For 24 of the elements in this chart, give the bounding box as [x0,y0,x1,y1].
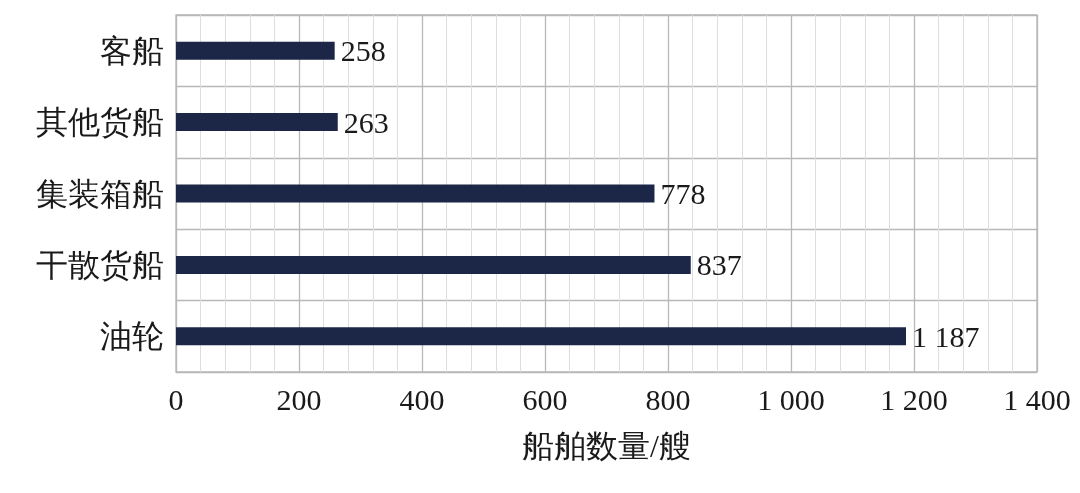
data-label: 778 [660,177,706,210]
x-tick-label: 600 [522,382,568,416]
bar [176,255,691,274]
y-tick-label: 集装箱船 [36,175,164,212]
bar [176,327,907,346]
x-axis-title: 船舶数量/艘 [522,428,691,464]
y-tick-label: 干散货船 [36,246,164,283]
x-tick-label: 1 400 [1003,382,1071,416]
x-tick-label: 0 [168,382,184,416]
x-tick-label: 1 200 [880,382,948,416]
x-tick-label: 400 [399,382,445,416]
x-tick-label: 200 [276,382,322,416]
y-tick-label: 油轮 [100,318,164,355]
data-label: 263 [343,105,389,139]
bar [176,184,655,203]
y-tick-label: 客船 [100,32,164,69]
data-label: 837 [696,248,742,282]
x-tick-label: 1 000 [757,382,825,416]
data-label: 1 187 [912,319,980,353]
y-tick-label: 其他货船 [36,104,164,141]
x-tick-label: 800 [645,382,691,416]
bar [176,41,335,60]
bar [176,113,338,132]
data-label: 258 [340,34,386,68]
